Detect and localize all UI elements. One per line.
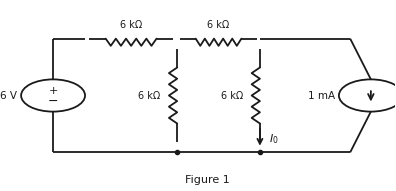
Text: −: − — [48, 95, 58, 108]
Text: Figure 1: Figure 1 — [185, 175, 230, 185]
Text: 6 kΩ: 6 kΩ — [138, 91, 160, 100]
Text: +: + — [48, 86, 58, 96]
Text: 6 kΩ: 6 kΩ — [221, 91, 243, 100]
Text: $I_0$: $I_0$ — [269, 132, 279, 146]
Text: 6 V: 6 V — [0, 91, 17, 100]
Text: 6 kΩ: 6 kΩ — [208, 20, 230, 30]
Text: 6 kΩ: 6 kΩ — [120, 20, 142, 30]
Text: 1 mA: 1 mA — [308, 91, 335, 100]
